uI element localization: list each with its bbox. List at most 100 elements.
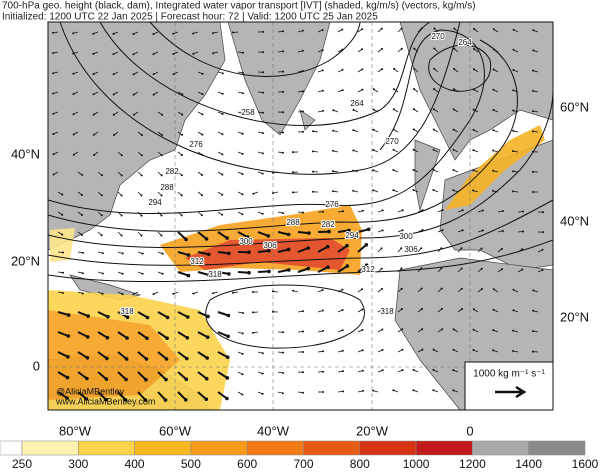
wind-vector-head bbox=[282, 392, 284, 394]
wind-vector-head bbox=[81, 234, 83, 236]
wind-vector-head bbox=[113, 53, 115, 55]
wind-vector-head bbox=[93, 93, 95, 95]
wind-vector-head bbox=[472, 169, 474, 171]
wind-vector-head bbox=[252, 311, 254, 313]
wind-vector-head bbox=[473, 68, 475, 70]
wind-vector-head bbox=[512, 69, 514, 71]
wind-vector-head bbox=[433, 48, 435, 50]
wind-vector-head bbox=[372, 169, 374, 171]
wind-vector-head bbox=[262, 51, 264, 53]
wind-vector-head bbox=[112, 33, 114, 35]
wind-vector-head bbox=[322, 49, 324, 51]
wind-vector-head bbox=[201, 154, 203, 156]
wind-vector-head bbox=[153, 53, 155, 55]
contour-label: 258 bbox=[241, 108, 255, 117]
wind-vector-head bbox=[326, 265, 330, 269]
wind-vector-head bbox=[322, 110, 324, 112]
wind-vector-head bbox=[492, 190, 494, 192]
wind-vector-head bbox=[242, 92, 244, 94]
colorbar-tick-label: 700 bbox=[293, 457, 313, 471]
wind-vector-head bbox=[205, 397, 209, 401]
wind-vector-head bbox=[302, 310, 304, 312]
wind-vector-head bbox=[522, 211, 524, 213]
wind-vector-head bbox=[432, 189, 434, 191]
wind-vector-head bbox=[372, 149, 374, 151]
wind-vector-head bbox=[373, 129, 375, 131]
wind-vector-head bbox=[532, 191, 534, 193]
wind-vector-head bbox=[242, 333, 244, 335]
wind-vector-head bbox=[81, 174, 83, 176]
contour-label: 300 bbox=[399, 232, 413, 241]
lon-label: 80°W bbox=[59, 423, 92, 438]
wind-vector-head bbox=[362, 349, 364, 351]
wind-vector-head bbox=[212, 52, 214, 54]
wind-vector-head bbox=[460, 247, 462, 249]
watermark: www.AliciaMBentley.com bbox=[55, 396, 155, 406]
wind-vector-head bbox=[372, 189, 374, 191]
wind-vector-head bbox=[322, 391, 324, 393]
contour-label: 306 bbox=[263, 241, 277, 250]
contour-label: 276 bbox=[325, 200, 339, 209]
wind-vector-head bbox=[101, 174, 103, 176]
wind-vector-head bbox=[221, 174, 223, 176]
wind-vector-head bbox=[382, 369, 384, 371]
colorbar-cell bbox=[0, 441, 22, 455]
wind-vector-head bbox=[282, 212, 284, 214]
wind-vector-head bbox=[453, 88, 455, 90]
wind-vector-head bbox=[353, 109, 355, 111]
wind-vector-head bbox=[453, 349, 455, 351]
wind-vector-head bbox=[342, 350, 344, 352]
colorbar-tick-label: 600 bbox=[237, 457, 257, 471]
wind-vector-head bbox=[461, 288, 463, 290]
wind-vector-head bbox=[113, 73, 115, 75]
wind-vector-head bbox=[542, 231, 544, 233]
wind-vector-head bbox=[412, 189, 414, 191]
wind-vector-head bbox=[493, 69, 495, 71]
wind-vector-head bbox=[101, 234, 103, 236]
wind-vector-head bbox=[512, 170, 514, 172]
wind-vector-head bbox=[513, 29, 515, 31]
wind-vector-head bbox=[52, 133, 54, 135]
wind-vector-head bbox=[322, 371, 324, 373]
wind-vector-head bbox=[102, 293, 104, 295]
wind-vector-head bbox=[472, 190, 474, 192]
wind-vector-head bbox=[85, 377, 89, 381]
wind-vector-head bbox=[141, 235, 143, 237]
wind-vector-head bbox=[164, 378, 168, 382]
wind-vector-head bbox=[202, 93, 204, 95]
wind-vector-head bbox=[67, 313, 71, 317]
wind-vector-head bbox=[307, 231, 311, 235]
wind-vector-head bbox=[92, 53, 94, 55]
wind-vector-head bbox=[322, 69, 324, 71]
wind-vector-head bbox=[473, 329, 475, 331]
wind-vector-head bbox=[66, 355, 70, 359]
colorbar-cell bbox=[78, 441, 134, 455]
wind-vector-head bbox=[332, 130, 334, 132]
wind-vector-head bbox=[307, 246, 311, 250]
lat-label: 60°N bbox=[560, 99, 589, 114]
colorbar-tick-label: 1400 bbox=[515, 457, 542, 471]
wind-vector-head bbox=[326, 245, 330, 249]
wind-vector-head bbox=[205, 356, 209, 360]
wind-vector-head bbox=[532, 351, 534, 353]
wind-vector-head bbox=[381, 247, 383, 249]
wind-vector-head bbox=[342, 69, 344, 71]
wind-vector-head bbox=[421, 349, 423, 351]
wind-vector-head bbox=[252, 193, 254, 195]
wind-vector-head bbox=[187, 274, 191, 278]
wind-vector-head bbox=[432, 369, 434, 371]
wind-vector-head bbox=[242, 173, 244, 175]
wind-vector-head bbox=[492, 109, 494, 111]
wind-vector-head bbox=[373, 109, 375, 111]
wind-vector-head bbox=[452, 389, 454, 391]
wind-vector-head bbox=[345, 244, 349, 248]
wind-vector-head bbox=[181, 174, 183, 176]
wind-vector-head bbox=[361, 48, 363, 50]
colorbar-tick-label: 300 bbox=[68, 457, 88, 471]
wind-vector-head bbox=[226, 355, 230, 359]
wind-vector-head bbox=[361, 309, 363, 311]
lon-label: 60°W bbox=[159, 423, 192, 438]
wind-vector-head bbox=[482, 210, 484, 212]
wind-vector-head bbox=[282, 152, 284, 154]
